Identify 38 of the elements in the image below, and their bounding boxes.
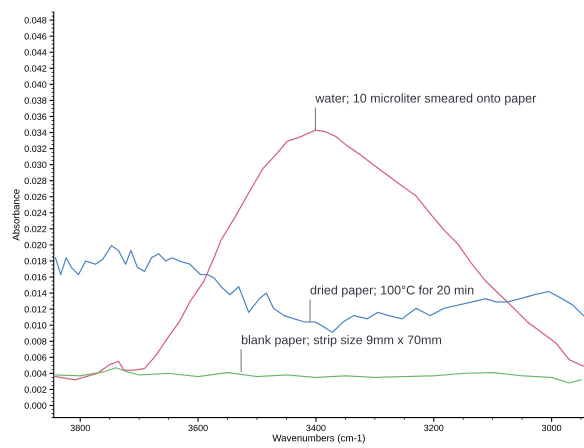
- y-tick-label: 0.016: [24, 274, 46, 280]
- annotation: dried paper; 100°C for 20 min: [310, 285, 474, 297]
- annotation: water; 10 microliter smeared onto paper: [315, 93, 536, 106]
- y-tick-label: 0.026: [24, 194, 46, 200]
- y-tick-label: 0.034: [24, 129, 47, 136]
- x-tick-label: 3000: [542, 424, 562, 432]
- x-tick-label: 3600: [188, 424, 208, 432]
- y-tick-label: 0.046: [24, 33, 46, 40]
- y-tick-label: 0.030: [24, 162, 46, 168]
- y-tick-label: 0.022: [24, 226, 46, 232]
- x-tick-label: 3400: [306, 424, 326, 432]
- y-tick-label: 0.018: [24, 258, 46, 264]
- x-axis-title: Wavenumbers (cm-1): [272, 434, 365, 444]
- x-tick-label: 3800: [70, 424, 90, 432]
- y-tick-label: 0.006: [24, 354, 46, 361]
- y-tick-label: 0.028: [24, 178, 46, 184]
- y-tick-label: 0.004: [24, 370, 47, 377]
- y-tick-label: 0.024: [24, 210, 47, 216]
- y-tick-label: 0.032: [24, 146, 46, 152]
- y-tick-label: 0.012: [24, 306, 46, 313]
- y-tick-label: 0.042: [24, 65, 46, 72]
- y-tick-label: 0.048: [24, 17, 46, 24]
- x-tick-label: 3200: [424, 424, 444, 432]
- y-tick-label: 0.044: [24, 49, 47, 56]
- y-axis-title: Absorbance: [12, 189, 20, 241]
- annotation: blank paper; strip size 9mm x 70mm: [242, 335, 442, 347]
- line-series: [54, 367, 582, 384]
- y-tick-label: 0.002: [24, 386, 46, 393]
- y-tick-label: 0.036: [24, 113, 46, 120]
- y-tick-label: 0.008: [24, 338, 46, 345]
- y-tick-label: 0.014: [24, 290, 47, 296]
- y-tick-label: 0.038: [24, 97, 46, 104]
- y-tick-label: 0.040: [24, 81, 46, 88]
- line-series: [54, 130, 584, 380]
- line-series: [54, 245, 584, 333]
- y-tick-label: 0.020: [24, 242, 46, 248]
- y-tick-label: 0.010: [24, 322, 46, 329]
- y-tick-label: 0.000: [24, 402, 46, 409]
